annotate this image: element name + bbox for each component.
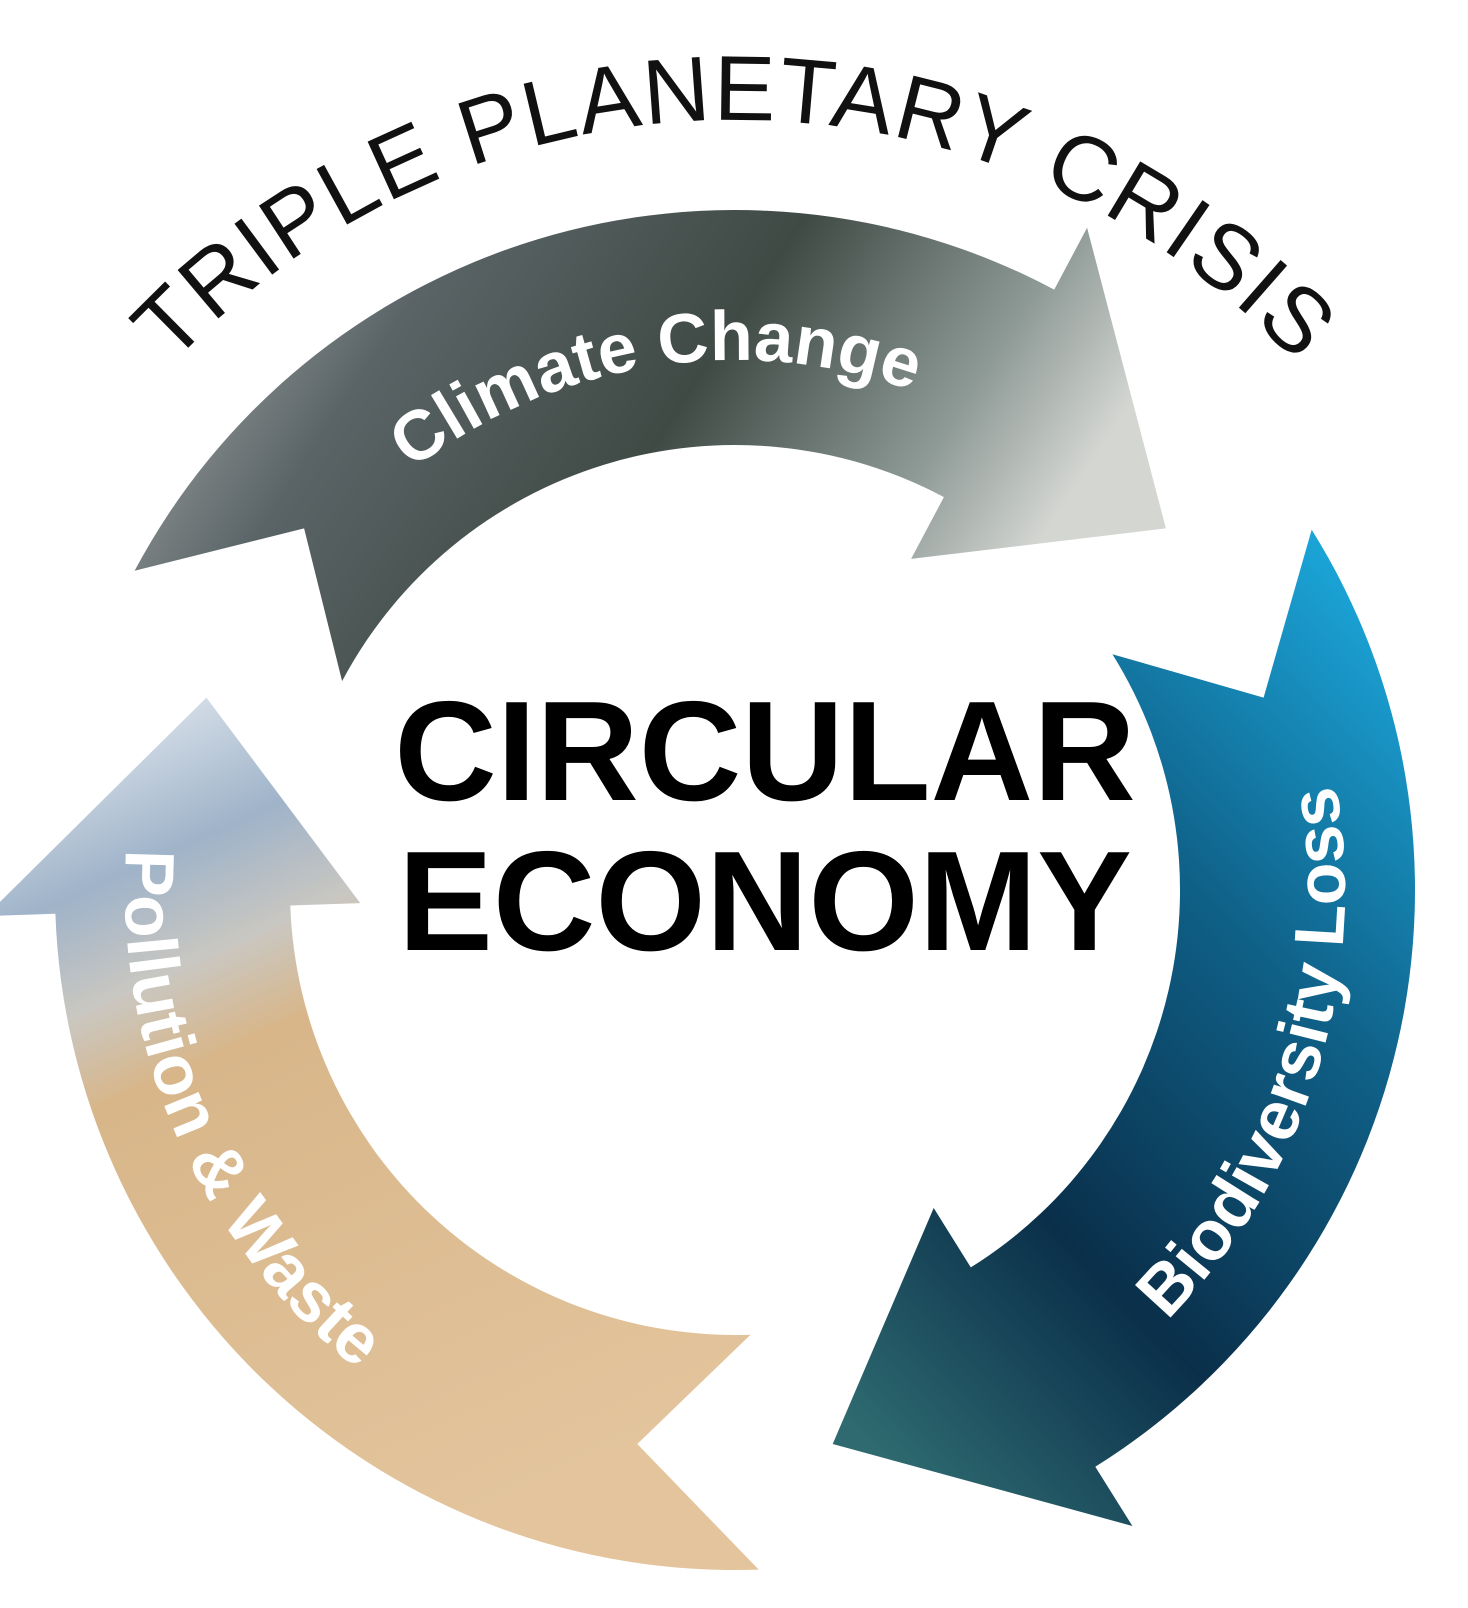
center-line: ECONOMY — [398, 822, 1132, 981]
center-line: CIRCULAR — [394, 672, 1135, 831]
diagram: TRIPLE PLANETARY CRISIS CIRCULAR ECONOMY… — [0, 0, 1468, 1608]
